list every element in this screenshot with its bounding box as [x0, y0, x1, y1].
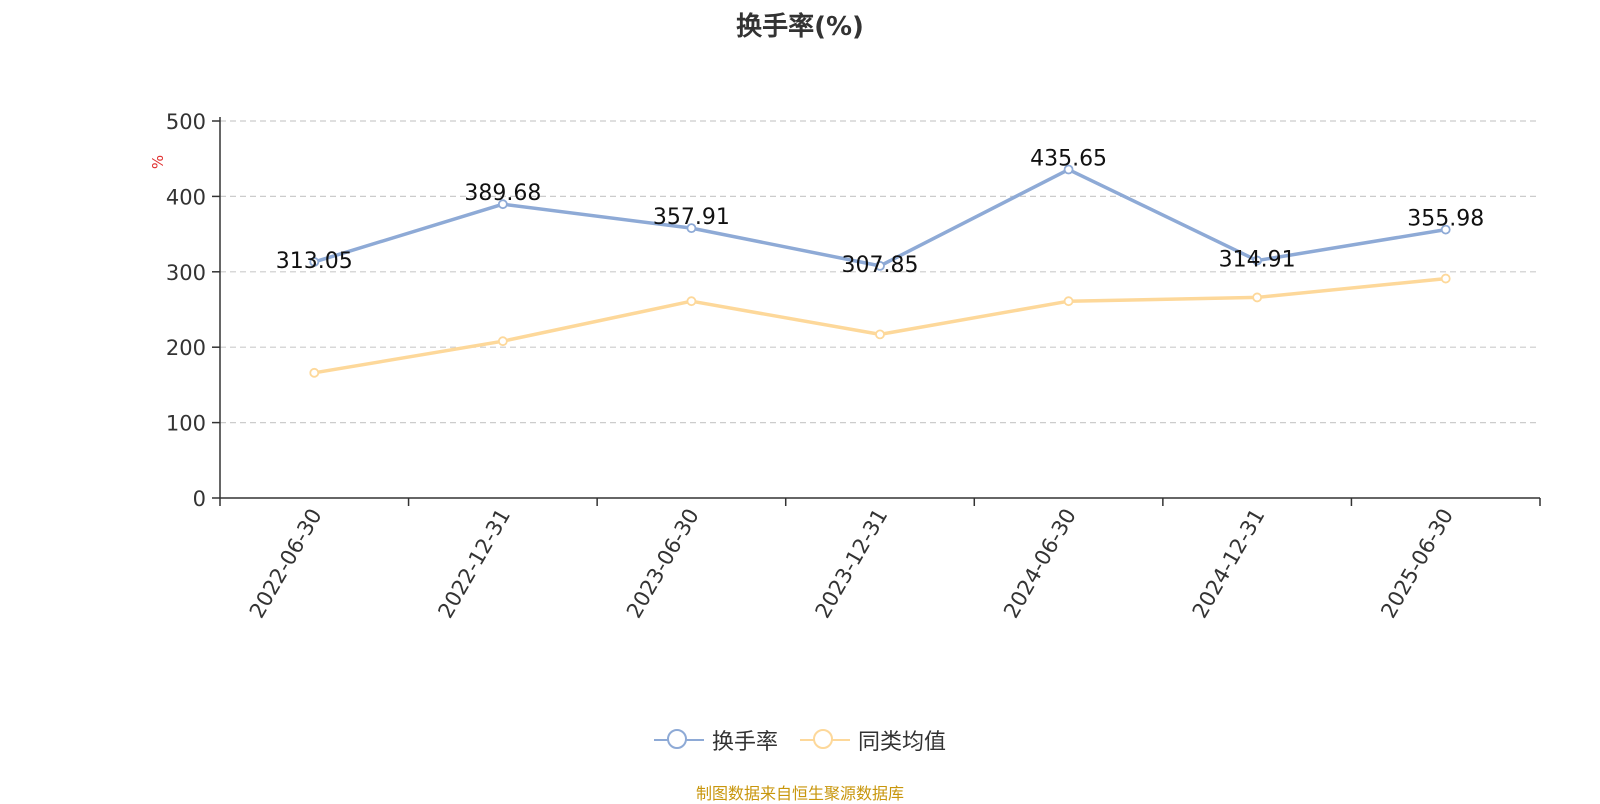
data-labels: 313.05 389.68 357.91 307.85 435.65 314.91 355.… [276, 147, 1484, 278]
data-point [497, 336, 508, 347]
series [309, 164, 1451, 378]
data-source-note: 制图数据来自恒生聚源数据库 [695, 784, 904, 803]
legend-line-circle-icon [800, 728, 850, 752]
x-tick-label: 2023-12-31 [811, 505, 893, 623]
data-label: 355.98 [1407, 207, 1484, 232]
x-tick-label: 2022-06-30 [245, 505, 327, 623]
legend-item-peer-average[interactable]: 同类均值 [800, 724, 946, 756]
data-point [1440, 273, 1451, 284]
y-tick-label: 100 [166, 412, 206, 436]
data-point [309, 367, 320, 378]
data-label: 435.65 [1030, 147, 1107, 172]
legend-label: 换手率 [711, 730, 778, 755]
data-point [1063, 164, 1074, 175]
data-point [1252, 255, 1263, 266]
data-point [686, 296, 697, 307]
data-label: 314.91 [1219, 248, 1296, 273]
y-tick-label: 200 [166, 336, 206, 360]
data-point [686, 223, 697, 234]
y-tick-label: 300 [166, 261, 206, 285]
data-label: 313.05 [276, 249, 353, 274]
y-tick-label: 0 [193, 487, 206, 511]
legend-label: 同类均值 [858, 730, 947, 755]
x-tick-label: 2024-12-31 [1188, 505, 1270, 623]
data-point [875, 329, 885, 340]
axes: 0 100 200 300 400 500 2022-06-30 2022-12-31 2023… [166, 110, 1541, 623]
data-point [1063, 296, 1074, 307]
data-label: 389.68 [464, 181, 541, 206]
legend: 换手率 同类均值 [0, 724, 1600, 756]
y-axis-unit-label: % [149, 155, 167, 169]
data-point [1440, 224, 1451, 235]
x-tick-label: 2023-06-30 [622, 505, 704, 623]
data-label: 307.85 [842, 253, 919, 278]
data-point [1252, 292, 1263, 303]
data-point [875, 260, 885, 271]
x-tick-label: 2022-12-31 [433, 505, 515, 623]
data-point [309, 257, 320, 267]
data-point [497, 199, 508, 210]
legend-item-turnover[interactable]: 换手率 [653, 724, 778, 756]
series-line [312, 276, 1448, 375]
legend-line-circle-icon [653, 728, 704, 752]
grid-lines [220, 120, 1540, 424]
y-tick-label: 400 [166, 185, 206, 209]
x-tick-label: 2024-06-30 [999, 505, 1081, 623]
y-tick-label: 500 [166, 110, 206, 134]
chart-title: 换手率(%) [736, 12, 864, 42]
x-tick-label: 2025-06-30 [1376, 505, 1458, 623]
data-label: 357.91 [653, 205, 730, 230]
